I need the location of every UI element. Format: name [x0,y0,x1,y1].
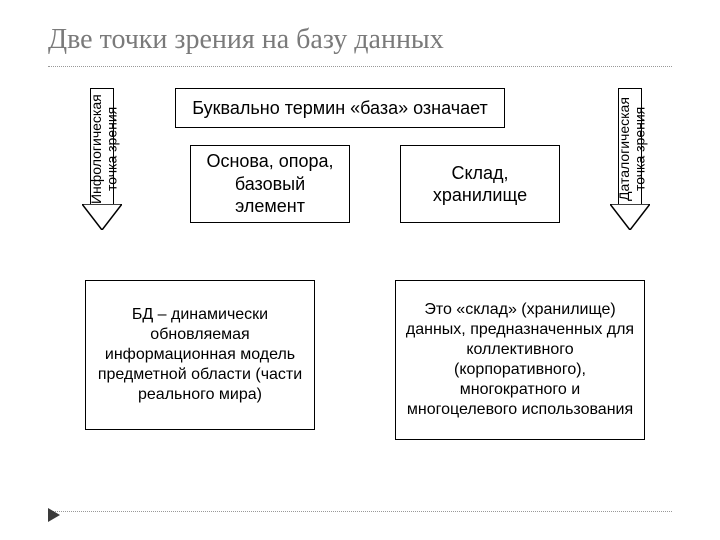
footer-play-icon [48,508,60,522]
page-title: Две точки зрения на базу данных [48,24,444,56]
left-arrow: Инфологическая точка зрения [82,88,122,230]
divider-bottom [48,511,672,512]
divider-top [48,66,672,67]
box-storage: Склад, хранилище [400,145,560,223]
left-arrow-label: Инфологическая точка зрения [89,94,120,204]
box-top: Буквально термин «база» означает [175,88,505,128]
right-arrow-label: Даталогическая точка зрения [617,94,648,204]
box-basis: Основа, опора, базовый элемент [190,145,350,223]
right-arrow: Даталогическая точка зрения [610,88,650,230]
box-datalogical-desc: Это «склад» (хранилище) данных, предназн… [395,280,645,440]
box-infological-desc: БД – динамически обновляемая информацион… [85,280,315,430]
